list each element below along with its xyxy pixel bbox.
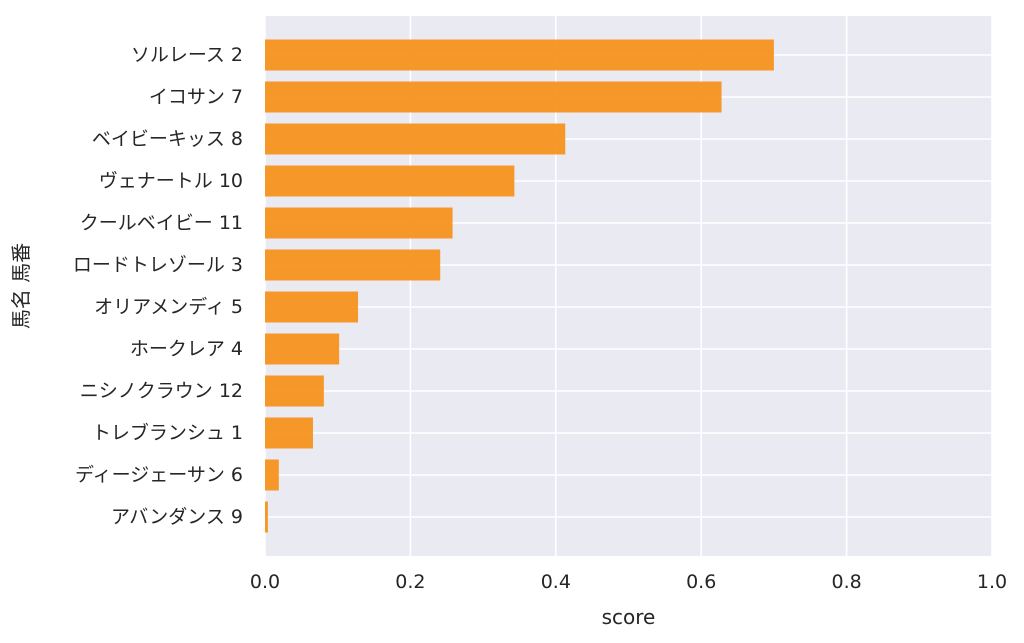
- bar: [265, 39, 774, 71]
- bar: [265, 459, 279, 491]
- y-axis-title: 馬名 馬番: [9, 243, 33, 329]
- x-tick-label: 0.8: [831, 571, 861, 593]
- bar: [265, 291, 359, 323]
- x-tick-label: 0.2: [395, 571, 425, 593]
- y-tick-label: ディージェーサン 6: [75, 464, 243, 486]
- y-tick-label: ホークレア 4: [130, 338, 243, 360]
- bars: [265, 39, 774, 533]
- bar: [265, 165, 515, 197]
- y-tick-label: トレブランシュ 1: [92, 421, 243, 444]
- x-tick-label: 1.0: [977, 571, 1007, 593]
- bar: [265, 333, 340, 365]
- x-tick-labels: 0.0 0.2 0.4 0.6 0.8 1.0: [250, 571, 1007, 593]
- bar: [265, 249, 441, 281]
- bar: [265, 207, 453, 239]
- bar: [265, 123, 566, 155]
- y-tick-label: オリアメンディ 5: [94, 296, 243, 318]
- y-tick-label: クールベイビー 11: [80, 212, 243, 234]
- y-tick-label: ソルレース 2: [131, 44, 243, 66]
- bar: [265, 375, 324, 407]
- y-tick-label: イコサン 7: [149, 86, 243, 108]
- y-tick-label: ベイビーキッス 8: [92, 128, 243, 150]
- bar: [265, 417, 313, 449]
- y-tick-label: ロードトレゾール 3: [73, 254, 243, 276]
- y-tick-label: アバンダンス 9: [111, 506, 243, 528]
- bar: [265, 81, 722, 113]
- x-tick-label: 0.6: [686, 571, 716, 593]
- x-tick-label: 0.4: [541, 571, 571, 593]
- y-tick-labels: ソルレース 2 イコサン 7 ベイビーキッス 8 ヴェナートル 10 クールベイビー 1…: [73, 44, 243, 528]
- y-tick-label: ヴェナートル 10: [99, 170, 243, 192]
- bar: [265, 501, 268, 533]
- x-axis-title: score: [602, 605, 656, 629]
- x-tick-label: 0.0: [250, 571, 280, 593]
- y-tick-label: ニシノクラウン 12: [80, 380, 243, 402]
